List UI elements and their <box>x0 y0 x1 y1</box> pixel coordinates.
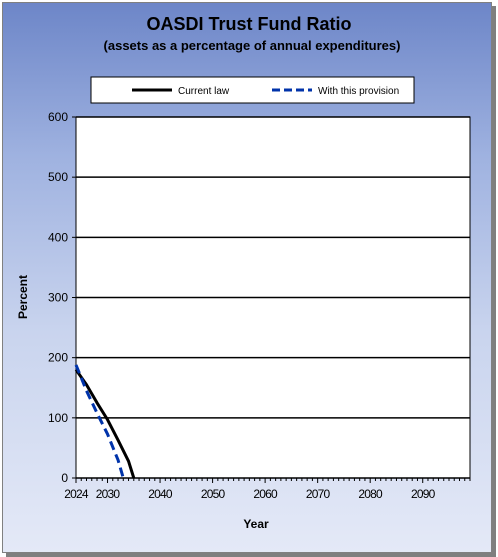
series-line-current-law <box>74 368 136 479</box>
x-tick-label: 2060 <box>253 487 278 501</box>
y-axis-title: Percent <box>16 275 30 319</box>
x-tick-label: 2090 <box>411 487 436 501</box>
x-tick-label: 2070 <box>306 487 331 501</box>
y-tick-label: 200 <box>48 351 68 365</box>
x-tick-label: 2024 <box>64 487 89 501</box>
y-tick-label: 600 <box>48 110 68 124</box>
y-tick-label: 100 <box>48 411 68 425</box>
legend: Current law With this provision <box>90 76 415 104</box>
y-tick-label: 300 <box>48 291 68 305</box>
x-tick-label: 2080 <box>358 487 383 501</box>
y-tick-label: 500 <box>48 170 68 184</box>
gridlines <box>76 116 470 479</box>
y-tick-label: 400 <box>48 230 68 244</box>
y-axis-ticks: 0 100 200 300 400 500 600 <box>48 110 76 485</box>
x-tick-label: 2050 <box>201 487 226 501</box>
legend-label-with-provision: With this provision <box>318 86 399 97</box>
chart-title: OASDI Trust Fund Ratio <box>147 14 352 34</box>
series-layer <box>74 364 136 479</box>
series-line-with-provision <box>74 364 125 479</box>
x-axis-ticks: 2024 2030 2040 2050 2060 2070 2080 2090 <box>64 478 471 501</box>
y-tick-label: 0 <box>61 471 68 485</box>
x-tick-label: 2040 <box>148 487 173 501</box>
chart-subtitle: (assets as a percentage of annual expend… <box>104 38 401 53</box>
x-axis-title: Year <box>243 517 269 531</box>
legend-label-current-law: Current law <box>178 86 230 97</box>
x-tick-label: 2030 <box>96 487 121 501</box>
